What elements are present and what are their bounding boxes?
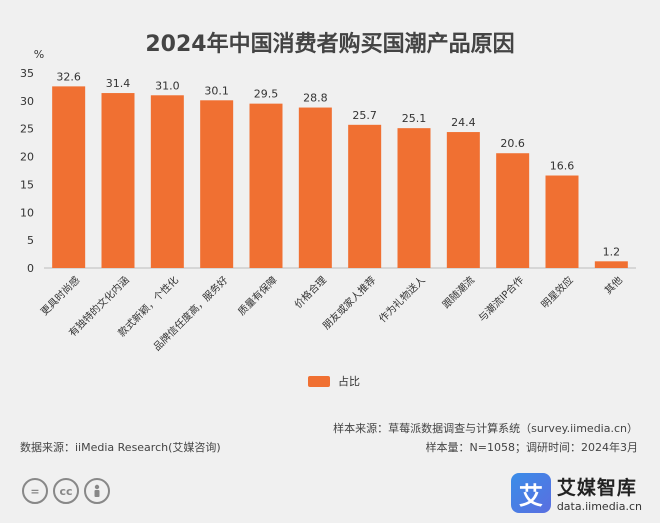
- bar: [594, 261, 628, 268]
- y-tick-label: 10: [20, 206, 34, 219]
- bar-value-label: 31.0: [155, 79, 180, 92]
- data-source-note: 数据来源：iiMedia Research(艾媒咨询): [20, 441, 221, 454]
- bar: [446, 132, 480, 268]
- y-tick-label: 30: [20, 95, 34, 108]
- x-tick-label: 质量有保障: [235, 273, 280, 318]
- bar: [545, 175, 579, 268]
- y-tick-label: 20: [20, 151, 34, 164]
- legend-label: 占比: [338, 375, 360, 388]
- equal-icon: =: [22, 478, 48, 504]
- bar: [397, 128, 431, 268]
- bar: [249, 103, 283, 269]
- bar-value-label: 29.5: [254, 88, 279, 101]
- legend-swatch: [308, 375, 330, 387]
- bar-value-label: 20.6: [500, 137, 525, 150]
- cc-icon: cc: [53, 478, 79, 504]
- y-tick-label: 25: [20, 123, 34, 136]
- bar-value-label: 24.4: [451, 116, 476, 129]
- bar-value-label: 25.1: [402, 112, 427, 125]
- cc-license: = cc: [22, 478, 110, 504]
- bar: [52, 86, 86, 268]
- y-axis-unit: %: [34, 48, 44, 61]
- bar: [496, 153, 530, 268]
- bar-value-label: 28.8: [303, 92, 328, 105]
- y-tick-label: 35: [20, 67, 34, 80]
- bar-value-label: 16.6: [550, 160, 575, 173]
- x-tick-label: 其他: [602, 273, 625, 296]
- bar: [200, 100, 234, 268]
- x-tick-label: 价格合理: [292, 273, 329, 310]
- bar-value-label: 32.6: [56, 70, 81, 83]
- brand-name: 艾媒智库: [556, 477, 637, 499]
- brand-mark: 艾: [510, 473, 551, 513]
- x-tick-label: 作为礼物送人: [376, 273, 428, 325]
- person-icon: [84, 478, 110, 504]
- x-tick-label: 明星效应: [538, 273, 575, 310]
- brand-url: data.iimedia.cn: [556, 500, 642, 513]
- legend: 占比: [308, 373, 360, 389]
- bar: [101, 93, 135, 268]
- sample-meta-note: 样本量：N=1058；调研时间：2024年3月: [425, 441, 638, 454]
- bar: [298, 107, 332, 269]
- sample-source-note: 样本来源：草莓派数据调查与计算系统（survey.iimedia.cn）: [333, 422, 638, 435]
- y-tick-label: 0: [27, 262, 34, 275]
- bar: [348, 124, 382, 268]
- y-tick-label: 15: [20, 178, 34, 191]
- bar-value-label: 31.4: [106, 77, 131, 90]
- bar-value-label: 1.2: [603, 245, 621, 258]
- x-tick-label: 与潮流IP合作: [475, 273, 526, 324]
- x-tick-label: 跟随潮流: [440, 273, 477, 310]
- bar: [150, 95, 184, 269]
- y-tick-label: 5: [27, 234, 34, 247]
- bar-value-label: 30.1: [204, 84, 229, 97]
- chart-title: 2024年中国消费者购买国潮产品原因: [145, 32, 515, 57]
- brand-logo: 艾 艾媒智库 data.iimedia.cn: [510, 473, 642, 513]
- bar-value-label: 25.7: [352, 109, 377, 122]
- x-tick-label: 更具时尚感: [38, 273, 83, 318]
